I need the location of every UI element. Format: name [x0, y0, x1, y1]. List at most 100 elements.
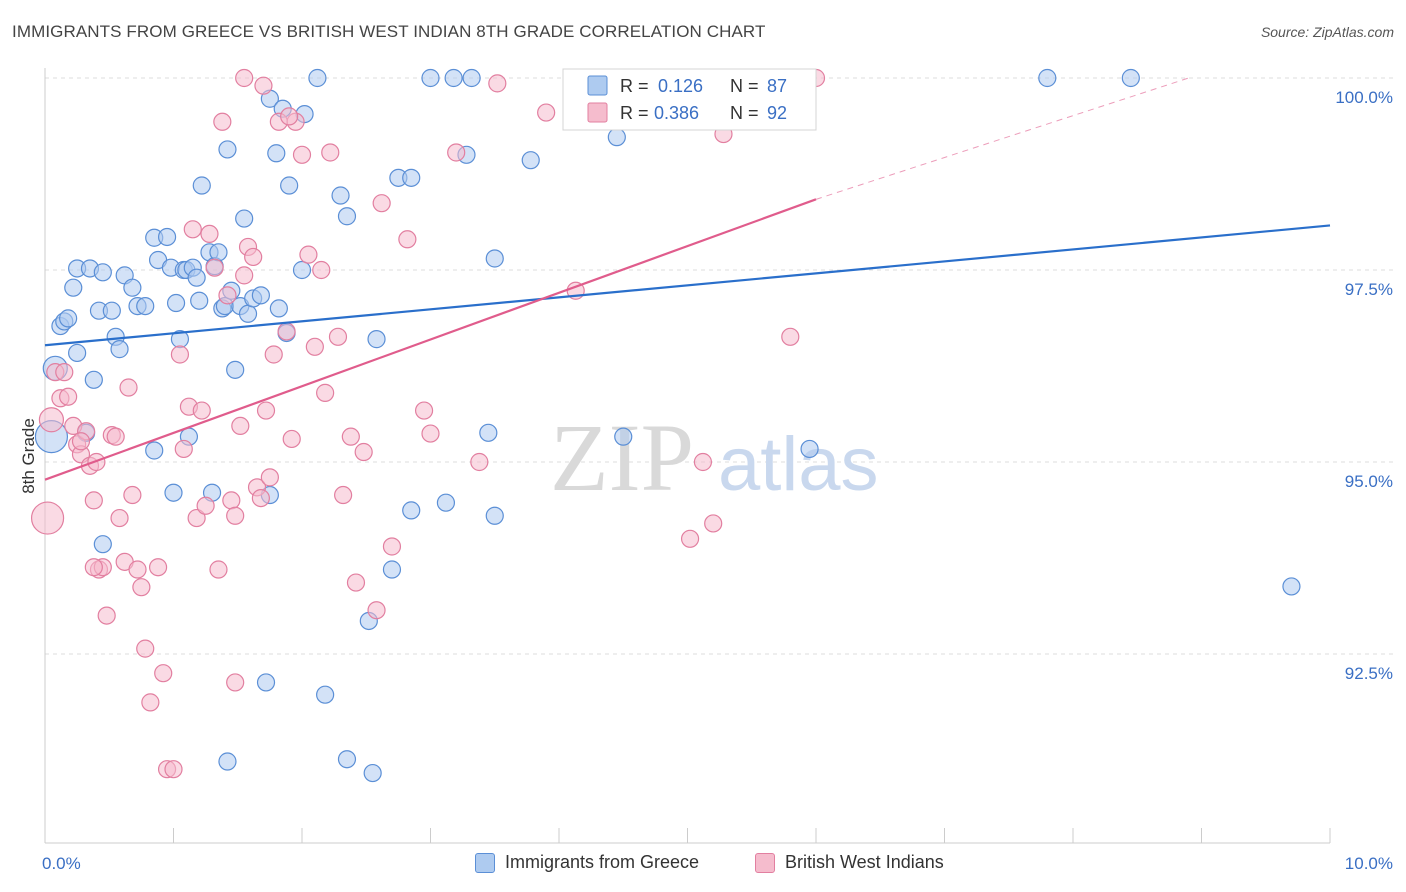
x-tick-label-1: 10.0% [1345, 854, 1393, 873]
bwi-point-48 [256, 401, 276, 420]
bwi-point-33 [192, 401, 211, 420]
bwi-point-83 [71, 432, 91, 451]
greece-point-63 [479, 423, 498, 442]
bwi-point-28 [170, 345, 190, 364]
bwi-point-53 [282, 429, 301, 449]
greece-point-66 [607, 128, 626, 147]
bwi-point-10 [84, 491, 103, 510]
legend-top: R = 0.126 N = 87 R = 0.386 N = 92 [562, 68, 817, 131]
trend-lines [44, 77, 1331, 481]
bwi-point-55 [292, 145, 312, 164]
bwi-point-0 [30, 501, 65, 535]
bwi-point-71 [447, 143, 466, 162]
greece-point-64 [485, 249, 504, 268]
watermark-atlas: atlas [718, 422, 879, 507]
greece-point-60 [444, 68, 463, 88]
greece-point-15 [110, 340, 129, 359]
legend-bottom: Immigrants from Greece British West Indi… [0, 850, 1406, 880]
legend-r-value-bwi: 0.386 [654, 103, 699, 123]
greece-point-71 [1282, 577, 1301, 596]
bwi-point-80 [781, 327, 800, 346]
greece-point-13 [102, 301, 121, 320]
greece-point-43 [238, 304, 258, 323]
greece-point-80 [145, 441, 164, 460]
chart-title: IMMIGRANTS FROM GREECE VS BRITISH WEST I… [12, 22, 766, 41]
greece-point-69 [1038, 68, 1057, 88]
bwi-point-38 [213, 112, 232, 131]
bwi-point-35 [200, 224, 219, 244]
grid-lines [45, 77, 1395, 655]
bwi-point-58 [312, 260, 331, 280]
greece-point-74 [382, 560, 402, 579]
bwi-point-78 [704, 514, 723, 533]
legend-n-value-greece: 87 [767, 76, 787, 96]
tick-labels: 100.0% 97.5% 95.0% 92.5% 0.0% 10.0% [42, 88, 1393, 873]
bwi-point-31 [183, 220, 202, 239]
legend-bottom-label-greece: Immigrants from Greece [505, 852, 700, 872]
greece-point-5 [64, 278, 83, 297]
y-tick-label-3: 92.5% [1345, 664, 1393, 683]
bwi-point-34 [196, 496, 215, 515]
legend-n-label-bwi: N = [730, 103, 759, 123]
legend-r-label-bwi: R = [620, 103, 649, 123]
bwi-point-66 [367, 601, 386, 620]
greece-point-59 [421, 68, 440, 88]
greece-point-58 [402, 168, 421, 187]
bwi-point-24 [148, 558, 168, 577]
greece-point-75 [402, 501, 421, 520]
greece-point-48 [269, 299, 288, 318]
greece-point-24 [166, 293, 186, 313]
legend-swatch-bwi [587, 102, 608, 123]
bwi-trend-line [44, 198, 817, 481]
greece-point-85 [218, 752, 237, 771]
bwi-point-59 [316, 383, 335, 402]
axes [44, 68, 1331, 844]
bwi-point-90 [55, 363, 74, 382]
greece-point-42 [235, 209, 254, 228]
greece-point-6 [68, 343, 87, 363]
greece-point-35 [209, 243, 228, 262]
bwi-point-60 [321, 143, 340, 162]
y-tick-label-1: 97.5% [1345, 280, 1393, 299]
watermark: ZIP atlas [550, 404, 879, 511]
greece-point-67 [614, 427, 633, 446]
y-tick-label-0: 100.0% [1335, 88, 1393, 107]
bwi-point-20 [128, 560, 147, 579]
bwi-point-40 [222, 491, 241, 510]
bwi-point-89 [226, 673, 245, 692]
bwi-point-50 [264, 345, 283, 364]
bwi-point-42 [231, 416, 250, 436]
legend-n-value-bwi: 92 [767, 103, 787, 123]
bwi-point-87 [235, 68, 254, 88]
bwi-point-23 [141, 693, 160, 712]
greece-point-30 [187, 268, 206, 287]
greece-point-86 [93, 535, 112, 554]
greece-point-50 [280, 176, 299, 195]
greece-point-19 [136, 296, 155, 316]
greece-point-83 [316, 685, 335, 704]
bwi-point-84 [254, 76, 273, 95]
bwi-point-21 [132, 578, 151, 597]
legend-swatch-greece [587, 75, 608, 96]
greece-point-84 [337, 750, 357, 769]
bwi-point-15 [106, 427, 125, 446]
greece-point-55 [337, 207, 357, 226]
greece-point-76 [436, 493, 456, 512]
bwi-point-62 [334, 485, 353, 505]
bwi-point-56 [299, 245, 318, 264]
bwi-point-57 [305, 337, 324, 356]
greece-point-68 [800, 439, 819, 459]
bwi-point-73 [488, 74, 507, 93]
bwi-point-36 [205, 258, 224, 277]
greece-point-10 [84, 370, 103, 389]
bwi-point-70 [421, 424, 440, 443]
legend-r-label-greece: R = [620, 76, 649, 96]
bwi-point-18 [119, 378, 138, 397]
bwi-point-1 [38, 407, 65, 433]
legend-item-greece: Immigrants from Greece [475, 852, 699, 873]
greece-point-47 [267, 144, 286, 163]
x-tick-label-0: 0.0% [42, 854, 81, 873]
bwi-point-37 [209, 560, 228, 579]
legend-bottom-swatch-bwi [755, 852, 775, 873]
bwi-point-19 [123, 485, 142, 505]
